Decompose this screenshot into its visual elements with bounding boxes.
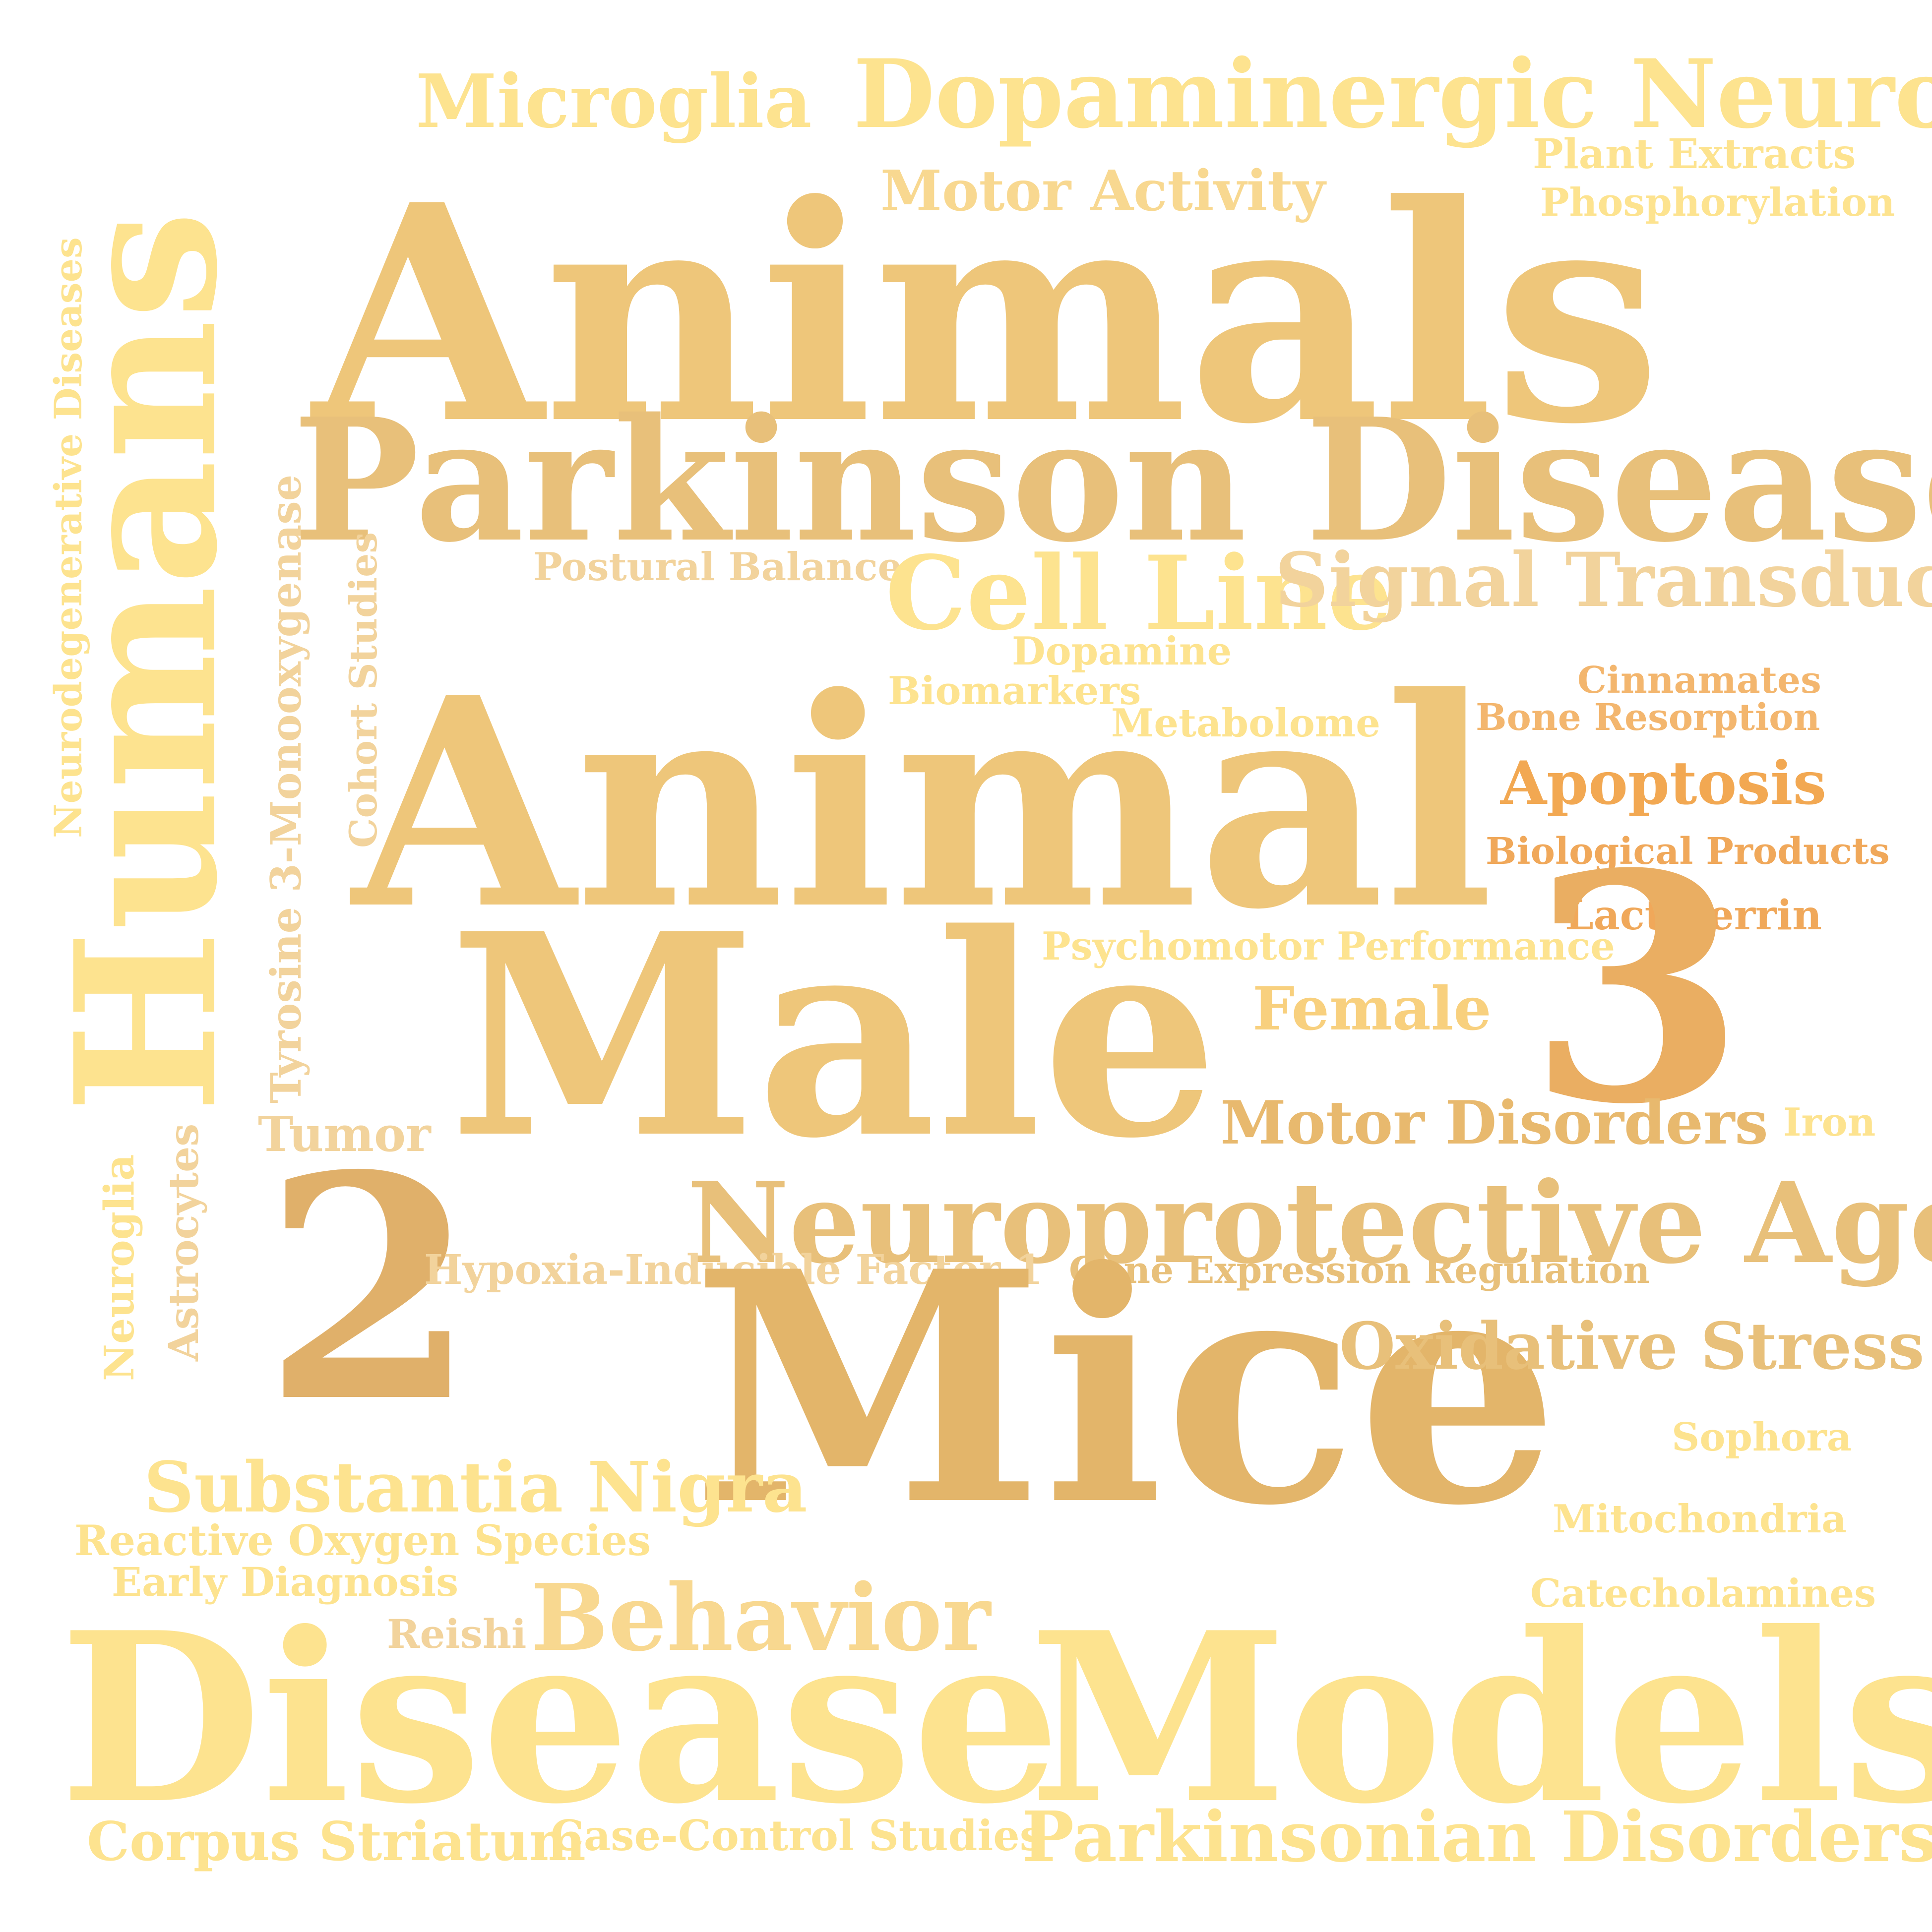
word-apoptosis: Apoptosis [1500, 748, 1827, 818]
word-neurodegenerative-diseases: Neurodegenerative Diseases [46, 237, 90, 838]
word-tumor: Tumor [258, 1106, 431, 1162]
word-models: Models [1029, 1581, 1932, 1855]
word-lactoferrin: Lactoferrin [1565, 892, 1822, 939]
word-postural-balance: Postural Balance [533, 544, 903, 590]
word-dopaminergic-neurons: Dopaminergic Neurons [853, 39, 1932, 149]
word-neuroglia: Neuroglia [96, 1154, 143, 1381]
word-substantia-nigra: Substantia Nigra [144, 1447, 808, 1528]
word-two: 2 [263, 1109, 477, 1470]
word-biomarkers: Biomarkers [888, 668, 1141, 714]
word-female: Female [1252, 974, 1492, 1044]
word-bone-resorption: Bone Resorption [1476, 696, 1820, 739]
word-male: Male [449, 873, 1219, 1200]
word-iron: Iron [1783, 1100, 1876, 1145]
word-gene-expression-regulation: Gene Expression Regulation [1069, 1249, 1650, 1292]
word-hypoxia-inducible-factor-1: Hypoxia-Inducible Factor 1 [424, 1246, 1043, 1294]
word-cinnamates: Cinnamates [1577, 659, 1821, 702]
word-dopamine: Dopamine [1012, 629, 1232, 674]
word-parkinson-disease: Parkinson Disease [293, 382, 1932, 580]
word-biological-products: Biological Products [1486, 830, 1890, 873]
word-astrocytes: Astrocytes [160, 1123, 208, 1361]
word-cell-line: Cell Line [885, 534, 1393, 653]
word-metabolome: Metabolome [1111, 701, 1380, 746]
word-motor-activity: Motor Activity [880, 159, 1325, 224]
word-neuroprotective-agents: Neuroprotective Agents [687, 1158, 1932, 1289]
word-case-control-studies: Case-Control Studies [551, 1811, 1043, 1860]
word-animals: Animals [312, 140, 1662, 489]
word-parkinsonian-disorders: Parkinsonian Disorders [1022, 1797, 1932, 1878]
word-psychomotor-performance: Psychomotor Performance [1042, 924, 1615, 969]
word-microglia: Microglia [416, 58, 812, 144]
word-plant-extracts: Plant Extracts [1533, 130, 1856, 178]
word-mitochondria: Mitochondria [1553, 1497, 1847, 1542]
word-animal: Animal [352, 634, 1494, 972]
word-mice: Mice [692, 1202, 1559, 1575]
word-disease: Disease [60, 1581, 1060, 1855]
word-three: 3 [1528, 805, 1745, 1173]
word-corpus-striatum: Corpus Striatum [87, 1811, 586, 1873]
word-oxidative-stress: Oxidative Stress [1339, 1308, 1925, 1384]
word-phosphorylation: Phosphorylation [1540, 180, 1895, 225]
word-catecholamines: Catecholamines [1530, 1571, 1876, 1616]
word-sophora: Sophora [1672, 1415, 1852, 1460]
word-signal-transduction: Signal Transduction [1275, 537, 1932, 624]
word-reactive-oxygen-species: Reactive Oxygen Species [74, 1516, 651, 1565]
word-reishi: Reishi [387, 1611, 527, 1657]
word-early-diagnosis: Early Diagnosis [112, 1559, 459, 1605]
word-motor-disorders: Motor Disorders [1220, 1088, 1768, 1158]
word-tyrosine-monooxygenase: Tyrosine 3-Monooxygenase [261, 474, 311, 1103]
word-behavior: Behavior [531, 1564, 991, 1672]
